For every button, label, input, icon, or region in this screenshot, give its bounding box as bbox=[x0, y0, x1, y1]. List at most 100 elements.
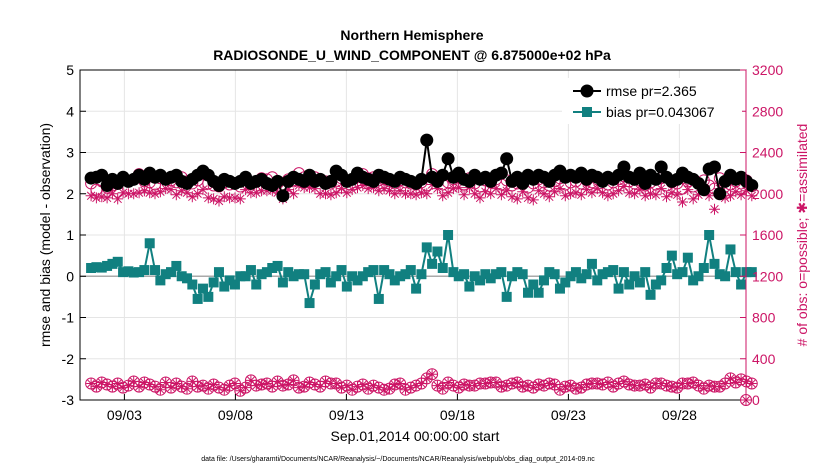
assimilated-obs-marker bbox=[229, 192, 241, 204]
bias-marker bbox=[528, 279, 539, 290]
x-tick-label: 09/08 bbox=[218, 407, 253, 423]
bias-marker bbox=[96, 262, 107, 273]
obs-count-star-marker bbox=[347, 384, 358, 395]
obs-count-star-marker bbox=[528, 382, 539, 393]
obs-count-star-marker bbox=[150, 381, 160, 392]
bias-marker bbox=[459, 269, 470, 280]
obs-count-star-marker bbox=[134, 381, 145, 392]
bias-marker bbox=[102, 260, 113, 271]
bias-marker bbox=[688, 275, 699, 286]
assimilated-obs-marker bbox=[730, 186, 742, 198]
y-left-tick-label: 5 bbox=[66, 62, 74, 78]
bias-marker bbox=[267, 263, 278, 273]
x-tick-label: 09/13 bbox=[329, 407, 364, 423]
bias-marker bbox=[107, 258, 118, 269]
y-right-tick-label: 400 bbox=[752, 351, 776, 367]
rmse-marker bbox=[633, 166, 647, 180]
assimilated-obs-marker bbox=[357, 180, 369, 191]
assimilated-obs-marker bbox=[378, 183, 390, 195]
bias-marker bbox=[379, 265, 390, 276]
assimilated-obs-marker bbox=[559, 190, 571, 202]
assimilated-obs-marker bbox=[618, 181, 630, 192]
bias-marker bbox=[288, 271, 299, 282]
y-right-tick-label: 1600 bbox=[752, 227, 783, 243]
assimilated-obs-marker bbox=[352, 182, 363, 194]
bias-marker bbox=[368, 265, 379, 276]
bias-marker bbox=[283, 267, 294, 278]
bias-marker bbox=[501, 291, 512, 302]
assimilated-obs-marker bbox=[362, 183, 374, 195]
assimilated-obs-marker bbox=[384, 185, 395, 197]
bias-marker bbox=[538, 275, 549, 286]
axes-layer: -3 -2 -1 0 1 2 3 4 5 0 400 800 1200 1600 2000 2400 2800 3… bbox=[62, 62, 784, 423]
bias-marker bbox=[656, 275, 667, 286]
bias-marker bbox=[352, 275, 363, 286]
bias-marker bbox=[666, 250, 677, 261]
rmse-marker bbox=[617, 160, 631, 174]
bias-marker bbox=[608, 265, 619, 276]
obs-count-star-marker bbox=[261, 378, 272, 389]
rmse-marker bbox=[414, 172, 428, 186]
obs-count-star-marker bbox=[166, 382, 176, 393]
bias-marker bbox=[704, 230, 715, 240]
obs-count-star-marker bbox=[693, 380, 704, 391]
assimilated-obs-marker bbox=[735, 189, 747, 201]
obs-count-star-marker bbox=[645, 382, 656, 393]
bias-marker bbox=[597, 269, 608, 280]
obs-count-star-marker bbox=[182, 383, 192, 394]
obs-count-star-marker bbox=[240, 382, 251, 393]
assimilated-obs-marker bbox=[570, 187, 582, 199]
rmse-marker bbox=[276, 189, 290, 203]
bias-marker bbox=[123, 266, 134, 277]
bias-marker bbox=[427, 258, 438, 269]
assimilated-obs-marker bbox=[176, 185, 188, 197]
x-axis-label: Sep.01,2014 00:00:00 start bbox=[331, 428, 500, 444]
assimilated-obs-marker bbox=[112, 193, 124, 205]
bias-marker bbox=[586, 258, 597, 269]
assimilated-obs-marker bbox=[282, 184, 294, 196]
obs-count-star-marker bbox=[427, 369, 438, 380]
assimilated-obs-marker bbox=[304, 182, 315, 194]
obs-count-star-marker bbox=[618, 376, 629, 387]
rmse-marker bbox=[494, 166, 508, 180]
bias-marker bbox=[118, 267, 129, 278]
assimilated-obs-marker bbox=[746, 190, 758, 202]
assimilated-obs-marker bbox=[192, 188, 204, 200]
assimilated-obs-marker bbox=[208, 193, 220, 205]
bias-marker bbox=[150, 265, 161, 276]
y-left-tick-label: -2 bbox=[62, 351, 75, 367]
assimilated-obs-marker bbox=[591, 183, 603, 195]
assimilated-obs-marker bbox=[586, 187, 598, 199]
bias-marker bbox=[629, 271, 640, 282]
assimilated-obs-marker bbox=[597, 187, 609, 199]
assimilated-obs-marker bbox=[538, 188, 550, 200]
bias-marker bbox=[650, 279, 661, 290]
bias-marker bbox=[293, 269, 304, 280]
bias-marker bbox=[400, 269, 411, 280]
obs-count-star-marker bbox=[443, 377, 454, 388]
bias-marker bbox=[395, 271, 406, 282]
obs-count-star-marker bbox=[219, 384, 230, 395]
assimilated-obs-marker bbox=[431, 183, 443, 195]
bias-marker bbox=[421, 242, 432, 253]
obs-count-star-marker bbox=[576, 382, 587, 393]
assimilated-obs-marker bbox=[709, 203, 720, 215]
assimilated-obs-marker bbox=[655, 183, 667, 195]
bias-marker bbox=[299, 269, 310, 280]
rmse-marker bbox=[324, 174, 338, 188]
legend-rmse-label: rmse pr=2.365 bbox=[606, 83, 697, 99]
assimilated-obs-marker bbox=[336, 183, 347, 195]
assimilated-obs-marker bbox=[170, 189, 182, 201]
obs-count-star-marker bbox=[91, 381, 102, 392]
obs-count-star-marker bbox=[155, 384, 166, 395]
bias-marker bbox=[155, 275, 166, 286]
assimilated-obs-marker bbox=[149, 188, 161, 200]
assimilated-obs-marker bbox=[575, 189, 587, 201]
assimilated-obs-marker bbox=[650, 189, 662, 201]
bias-marker bbox=[560, 277, 571, 288]
obs-count-star-marker bbox=[283, 379, 294, 390]
bias-marker bbox=[331, 271, 342, 282]
obs-count-star-marker bbox=[720, 378, 731, 389]
bias-marker bbox=[197, 283, 208, 294]
